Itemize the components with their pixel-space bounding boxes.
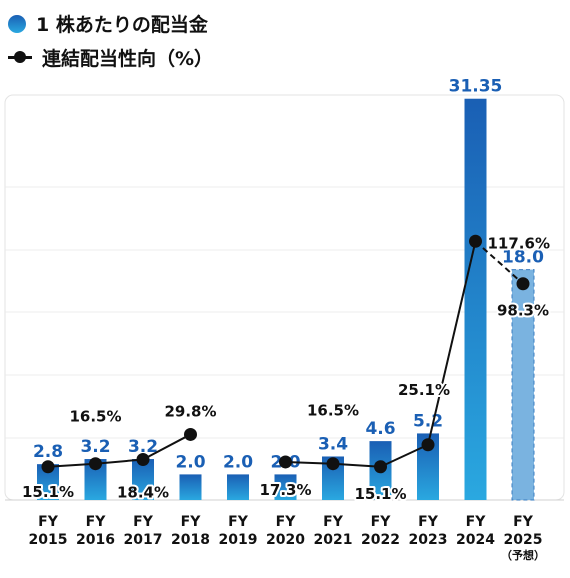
- line-point: [326, 457, 340, 471]
- legend-bar: 1 株あたりの配当金: [8, 10, 208, 37]
- bar: [322, 456, 344, 500]
- line-point: [469, 234, 482, 248]
- line-value-label: 18.4%: [117, 484, 169, 502]
- line-value-label: 29.8%: [164, 402, 216, 420]
- legend-bar-label: 1 株あたりの配当金: [36, 14, 208, 36]
- bar: [179, 474, 202, 500]
- bar-value-label: 2.8: [33, 442, 63, 462]
- bar: [132, 459, 154, 500]
- line-point: [374, 460, 387, 474]
- bar: [84, 459, 107, 500]
- line-point: [516, 277, 530, 291]
- x-tick-label: FY 2025 （予想）: [501, 514, 545, 562]
- x-tick-label: FY 2024: [456, 514, 495, 548]
- x-tick-label: FY 2020: [266, 514, 305, 548]
- legend-line-swatch: [8, 51, 32, 63]
- line-value-label: 16.5%: [307, 402, 359, 420]
- line-segment: [427, 241, 477, 446]
- bar-value-label: 4.6: [365, 419, 395, 439]
- line-value-label: 15.1%: [22, 483, 74, 501]
- bar-value-label: 3.2: [128, 437, 158, 457]
- legend-line: 連結配当性向（%）: [8, 44, 213, 71]
- bar-value-label: 31.35: [449, 77, 503, 97]
- line-value-label: 15.1%: [354, 485, 406, 503]
- line-point: [421, 438, 435, 452]
- line-point: [279, 455, 292, 469]
- legend-bar-swatch: [8, 14, 26, 33]
- x-tick-label: FY 2021: [314, 514, 353, 548]
- x-tick-label: FY 2018: [171, 514, 210, 548]
- x-tick-label: FY 2022: [361, 514, 400, 548]
- line-segment: [95, 458, 144, 465]
- line-point: [136, 453, 150, 467]
- line-value-label: 16.5%: [69, 408, 121, 426]
- line-segment: [380, 443, 429, 468]
- legend-line-label: 連結配当性向（%）: [42, 48, 214, 70]
- line-point: [184, 427, 197, 441]
- bar-value-label: 3.2: [80, 437, 110, 457]
- bar-value-label: 2.0: [175, 452, 205, 472]
- line-segment: [332, 462, 381, 468]
- line-value-label: 117.6%: [488, 234, 550, 252]
- bar: [464, 98, 487, 500]
- x-tick-label: FY 2015: [29, 514, 68, 548]
- bar-value-label: 5.2: [413, 411, 443, 431]
- line-value-label: 98.3%: [497, 302, 549, 320]
- x-tick-label: FY 2017: [124, 514, 163, 548]
- line-value-label: 25.1%: [398, 381, 450, 399]
- line-value-label: 17.3%: [259, 481, 311, 499]
- line-segment: [285, 460, 334, 465]
- bar-value-label: 18.0: [502, 248, 544, 268]
- line-segment: [142, 433, 191, 461]
- bar-forecast: [511, 269, 535, 501]
- line-segment-forecast: [474, 240, 524, 285]
- bar: [417, 433, 439, 500]
- bar: [227, 474, 249, 500]
- bar-value-label: 2.0: [223, 452, 253, 472]
- line-point: [89, 457, 102, 471]
- x-tick-label: FY 2023: [409, 514, 448, 548]
- bar-value-label: 3.4: [318, 434, 348, 454]
- line-segment: [47, 462, 96, 468]
- x-tick-label: FY 2019: [219, 514, 258, 548]
- line-point: [41, 460, 55, 474]
- x-tick-label: FY 2016: [76, 514, 115, 548]
- bar: [274, 474, 297, 500]
- bar: [37, 464, 59, 500]
